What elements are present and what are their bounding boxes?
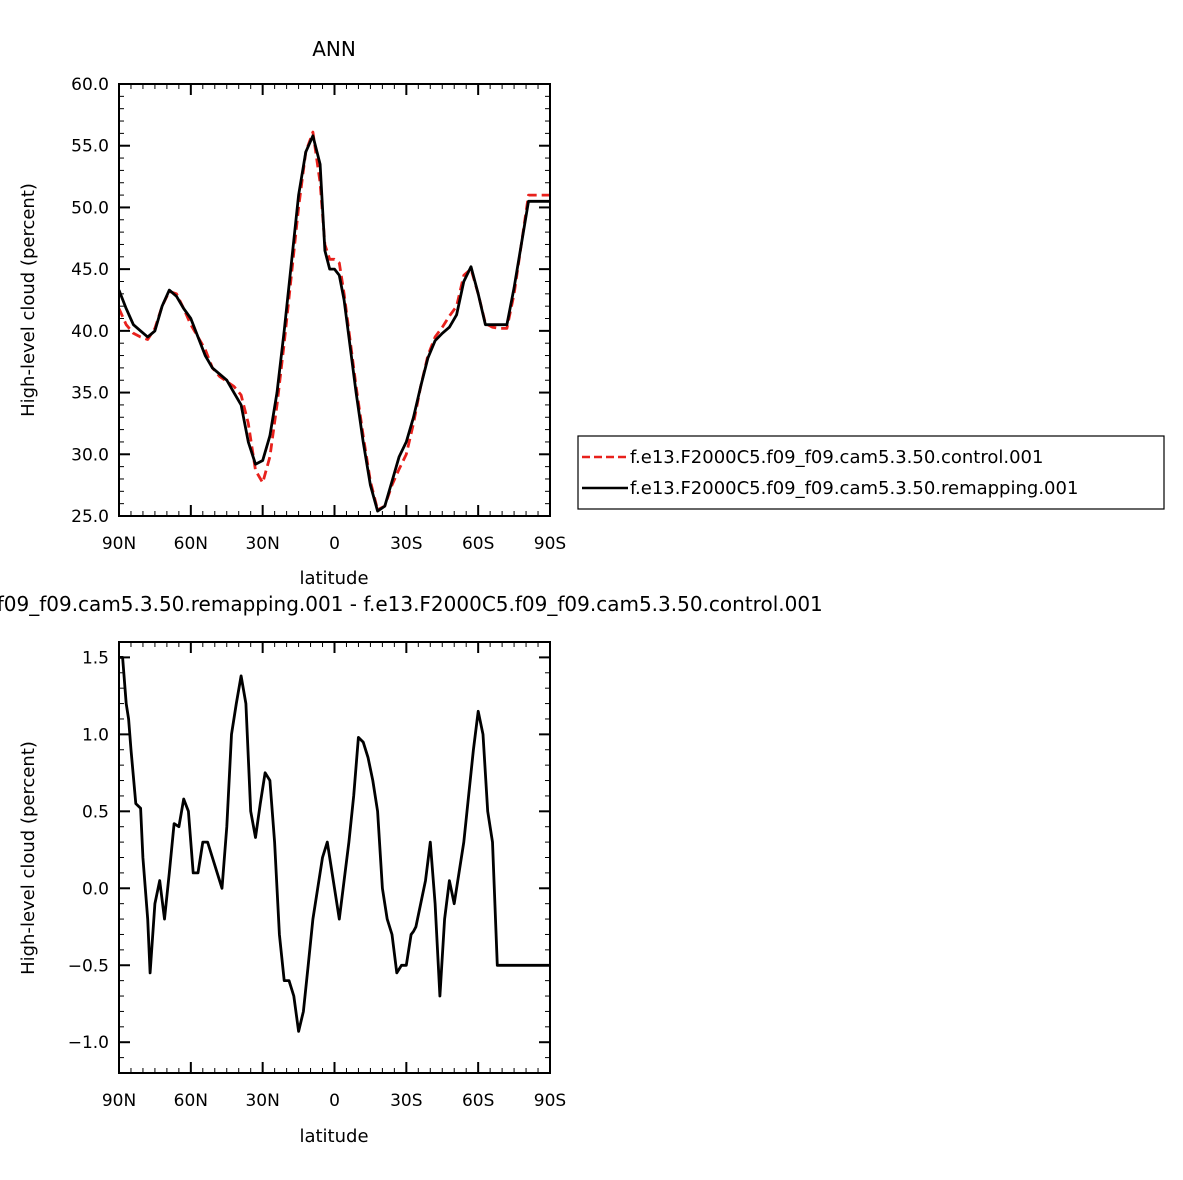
legend-label-control: f.e13.F2000C5.f09_f09.cam5.3.50.control.… [630, 447, 1043, 468]
legend: f.e13.F2000C5.f09_f09.cam5.3.50.control.… [577, 435, 1165, 510]
top-x-tick-label: 30N [245, 534, 279, 554]
bottom-x-tick-label: 60S [462, 1091, 494, 1111]
top-x-tick-label: 60N [174, 534, 208, 554]
bottom-plot-area: 90N 60N 30N 0 30S 60S 90S −1.0 −0.5 0.0 0.5 1.0 1.5 [68, 641, 566, 1111]
top-y-tick-label: 50.0 [71, 198, 109, 218]
top-y-tick-label: 30.0 [71, 445, 109, 465]
bottom-y-tick-label: 1.5 [82, 648, 109, 668]
top-y-tick-label: 55.0 [71, 137, 109, 157]
top-y-tick-label: 25.0 [71, 507, 109, 527]
bottom-x-axis-label: latitude [299, 1126, 368, 1147]
top-y-tick-label: 40.0 [71, 322, 109, 342]
top-y-tick-label: 60.0 [71, 75, 109, 95]
top-plot-area: 90N 60N 30N 0 30S 60S 90S 25.0 30.0 35.0 40.0 45.0 5… [71, 75, 566, 554]
top-chart-title: ANN [312, 37, 356, 61]
top-x-tick-label: 30S [390, 534, 422, 554]
bottom-x-tick-label: 0 [329, 1091, 340, 1111]
top-series-line-1 [119, 134, 550, 513]
bottom-y-tick-label: 0.0 [82, 879, 109, 899]
top-x-tick-label: 0 [329, 534, 340, 554]
bottom-x-tick-label: 30N [245, 1091, 279, 1111]
top-y-tick-label: 35.0 [71, 384, 109, 404]
bottom-x-tick-label: 30S [390, 1091, 422, 1111]
top-x-tick-label: 90N [102, 534, 136, 554]
top-plot-frame [118, 83, 551, 517]
bottom-y-tick-label: 0.5 [82, 802, 109, 822]
bottom-plot-frame [118, 641, 551, 1074]
bottom-y-axis-label: High-level cloud (percent) [18, 741, 39, 975]
top-x-tick-label: 90S [534, 534, 566, 554]
top-x-axis-label: latitude [299, 568, 368, 589]
bottom-y-tick-label: 1.0 [82, 725, 109, 745]
top-y-axis-label: High-level cloud (percent) [18, 183, 39, 417]
legend-box [577, 435, 1165, 510]
bottom-series-line-0 [119, 656, 550, 1033]
bottom-y-tick-label: −1.0 [68, 1033, 109, 1053]
bottom-x-tick-label: 60N [174, 1091, 208, 1111]
bottom-x-tick-label: 90S [534, 1091, 566, 1111]
bottom-y-tick-label: −0.5 [68, 956, 109, 976]
top-x-tick-label: 60S [462, 534, 494, 554]
bottom-chart-title: f.e13.F2000C5.f09_f09.cam5.3.50.remappin… [0, 592, 823, 616]
legend-label-remapping: f.e13.F2000C5.f09_f09.cam5.3.50.remappin… [630, 478, 1078, 499]
top-y-tick-label: 45.0 [71, 260, 109, 280]
bottom-x-tick-label: 90N [102, 1091, 136, 1111]
